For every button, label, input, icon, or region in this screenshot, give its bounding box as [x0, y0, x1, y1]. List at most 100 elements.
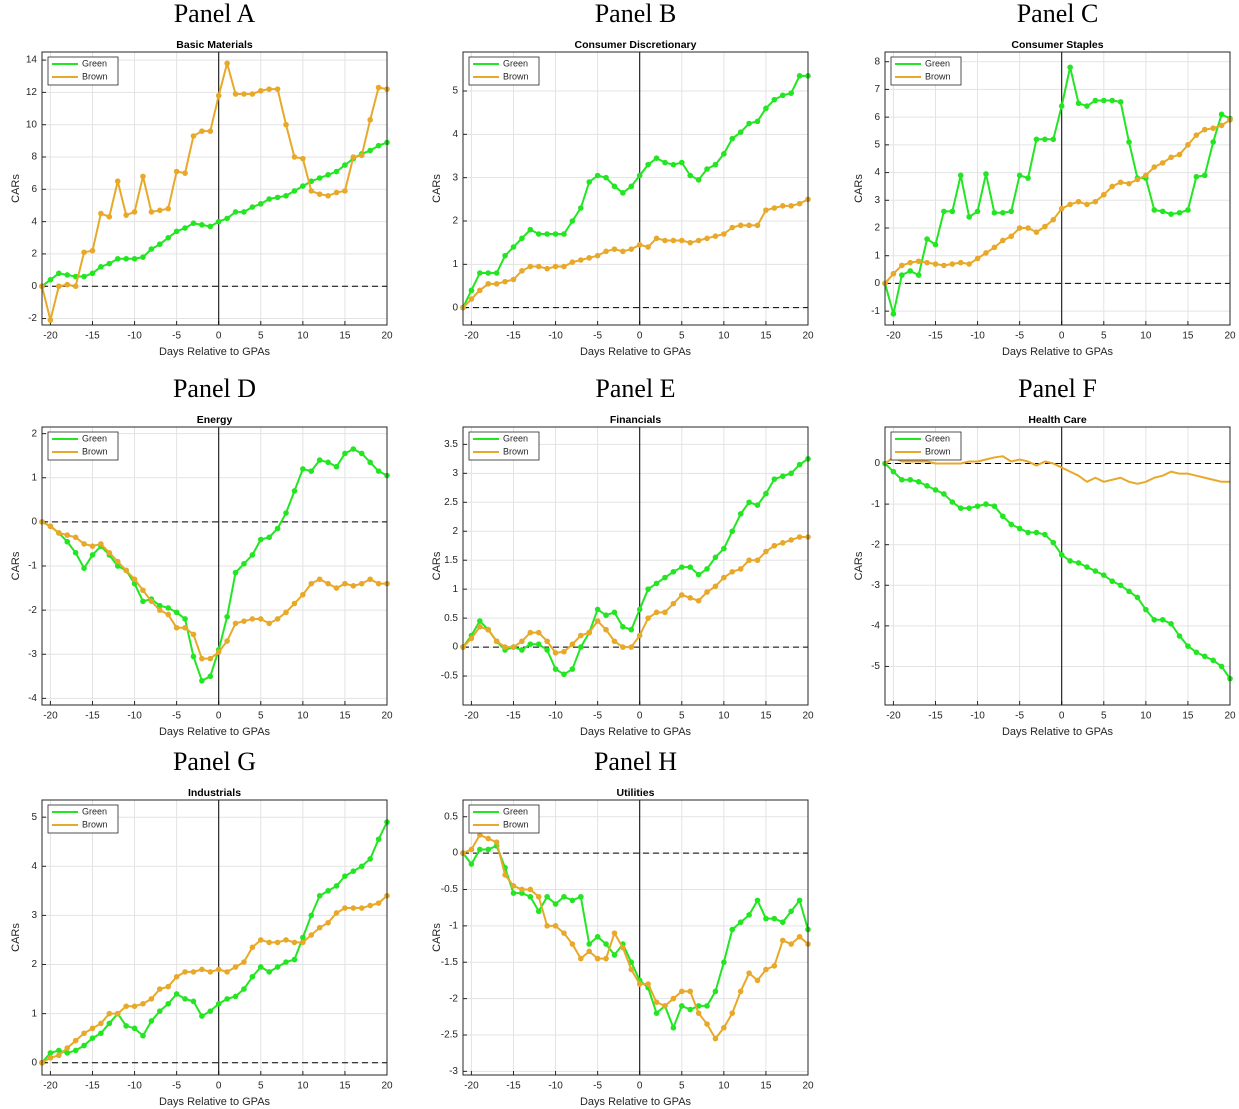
point [771, 205, 778, 211]
point [333, 883, 340, 889]
point [754, 977, 761, 984]
point [215, 92, 222, 99]
point [64, 272, 71, 278]
point [308, 932, 315, 938]
point [620, 248, 626, 255]
x-tick-label: 20 [1224, 711, 1236, 722]
y-tick-label: 0 [874, 458, 880, 469]
point [98, 210, 104, 217]
y-tick-label: 3.5 [444, 439, 458, 450]
x-tick-label: 0 [216, 711, 222, 722]
x-tick-label: -15 [506, 1081, 521, 1092]
point [1109, 97, 1115, 104]
point [966, 261, 972, 267]
point [1201, 172, 1208, 179]
point [468, 635, 475, 642]
point [81, 273, 87, 280]
point [241, 959, 247, 965]
point [1000, 513, 1006, 520]
point [662, 574, 668, 581]
point [899, 476, 905, 483]
point [712, 583, 719, 590]
axes-box [462, 426, 809, 706]
point [1126, 139, 1132, 145]
point [636, 606, 643, 613]
point [603, 955, 609, 962]
point [342, 873, 348, 879]
x-tick-label: -5 [172, 711, 181, 722]
point [148, 209, 155, 215]
point [628, 183, 635, 190]
point [561, 263, 567, 270]
point [207, 673, 214, 680]
point [64, 538, 71, 545]
point [721, 231, 727, 237]
point [140, 598, 146, 605]
point [754, 222, 761, 229]
point [1016, 525, 1023, 532]
point [123, 567, 129, 574]
point [788, 470, 794, 477]
point [662, 1003, 668, 1009]
point [308, 912, 315, 919]
point [678, 592, 685, 598]
point [653, 999, 660, 1006]
point [796, 897, 803, 904]
point [1042, 136, 1048, 143]
point [1084, 564, 1090, 570]
legend-label: Green [925, 58, 950, 68]
point [316, 576, 323, 583]
point [1025, 175, 1031, 181]
plot-area [42, 52, 387, 325]
point [907, 268, 914, 274]
y-tick-label: 2.5 [444, 497, 458, 508]
point [957, 259, 964, 266]
point [1058, 205, 1065, 212]
point [367, 147, 373, 154]
point [611, 930, 618, 936]
point [678, 159, 685, 166]
point [190, 631, 197, 638]
point [586, 629, 593, 636]
point [653, 580, 660, 587]
point [257, 87, 264, 94]
x-tick-label: 20 [381, 331, 393, 342]
y-tick-label: 2 [31, 959, 37, 970]
point [1025, 225, 1031, 231]
point [569, 218, 576, 224]
point [569, 941, 576, 947]
point [148, 598, 155, 605]
point [586, 255, 593, 261]
chart-title: Basic Materials [176, 39, 253, 51]
y-tick-label: 4 [452, 129, 458, 140]
point [670, 568, 677, 575]
x-tick-label: 20 [381, 1081, 393, 1092]
point [779, 540, 786, 546]
point [241, 209, 247, 215]
point [300, 155, 306, 162]
point [1218, 663, 1225, 670]
y-tick-label: 2 [31, 249, 37, 260]
series-line [884, 455, 1230, 485]
panel: Panel G Industrials 0 1 2 3 4 5 -20 -15 -10 -5 0 5 10 1… [10, 747, 393, 1108]
point [796, 933, 803, 940]
point [535, 231, 542, 237]
point [157, 1008, 163, 1014]
point [620, 190, 626, 196]
y-tick-label: 7 [874, 84, 880, 95]
point [991, 244, 998, 251]
point [603, 248, 609, 255]
legend-label: Green [503, 433, 528, 443]
point [949, 499, 956, 505]
point [190, 133, 197, 139]
point [283, 121, 289, 128]
point [594, 606, 601, 613]
point [89, 270, 96, 277]
point [628, 626, 635, 633]
point [788, 908, 794, 915]
point [56, 530, 62, 536]
point [1151, 164, 1158, 170]
point [1100, 572, 1107, 578]
point [316, 924, 323, 931]
point [1033, 229, 1040, 235]
